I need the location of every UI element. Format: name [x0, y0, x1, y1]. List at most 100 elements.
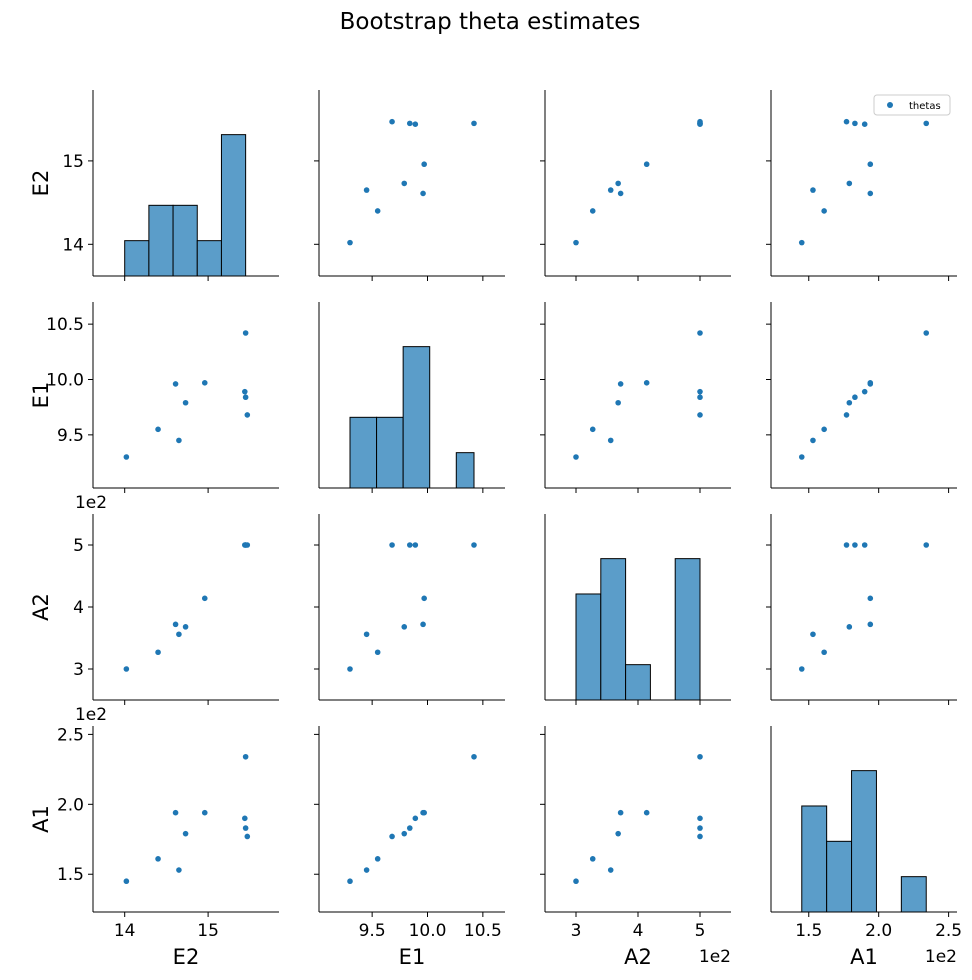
scatter-point: [798, 454, 805, 460]
panel-E2-vs-A1: [766, 90, 957, 281]
x-tick-label: 4: [633, 921, 644, 941]
panel-A1-vs-E1: 9.5 10.0 10.5: [314, 726, 505, 941]
y-tick-label: 3: [73, 660, 84, 680]
scatter-point: [798, 666, 805, 672]
y-tick-label: 9.5: [57, 426, 84, 446]
x-offset-label: 1e2: [925, 947, 957, 967]
y-tick-label: 15: [62, 152, 84, 172]
scatter-point: [401, 180, 408, 187]
scatter-point: [589, 856, 596, 862]
y-offset-label: 1e2: [75, 493, 107, 513]
scatter-point: [846, 624, 853, 630]
hist-bar: [455, 452, 475, 489]
panel-E1-vs-A2: [540, 302, 731, 493]
scatter-point: [867, 595, 874, 602]
scatter-point: [242, 815, 248, 822]
x-tick-label: 1.5: [795, 921, 822, 941]
scatter-point: [389, 833, 395, 840]
scatter-point: [374, 208, 381, 214]
panel-A1-vs-A1: 1.5 2.0 2.5: [770, 726, 962, 941]
scatter-point: [123, 454, 130, 460]
scatter-point: [406, 542, 413, 548]
scatter-point: [244, 412, 251, 418]
scatter-point: [615, 180, 621, 187]
scatter-point: [363, 187, 370, 193]
y-tick-label: 2.5: [57, 725, 84, 745]
scatter-point: [347, 878, 353, 885]
panel-E2-vs-A2: [540, 90, 731, 281]
scatter-point: [201, 380, 208, 386]
hist-bar: [826, 840, 853, 913]
scatter-point: [242, 394, 249, 401]
scatter-point: [697, 815, 703, 822]
scatter-point: [861, 388, 868, 395]
x-tick-label: 3: [571, 921, 582, 941]
x-tick-label: 15: [197, 921, 219, 941]
legend-frame: [873, 94, 951, 116]
x-tick-label: 2.0: [865, 921, 892, 941]
scatter-point: [471, 753, 477, 760]
x-tick-label: 5: [695, 921, 706, 941]
scatter-point: [852, 120, 858, 127]
scatter-point: [617, 190, 624, 197]
scatter-point: [242, 542, 249, 548]
scatter-point: [573, 878, 579, 885]
y-tick-label: 4: [73, 598, 84, 618]
scatter-point: [374, 856, 381, 862]
panel-E2-vs-E2: 14 15: [62, 90, 279, 281]
scatter-point: [697, 825, 703, 831]
hist-bar: [900, 876, 927, 913]
scatter-point: [389, 542, 395, 548]
scatter-point: [843, 542, 850, 548]
scatter-point: [242, 753, 249, 760]
hist-bar: [124, 240, 150, 277]
scatter-point: [401, 624, 408, 630]
scatter-point: [643, 161, 650, 168]
x-tick-label: 9.5: [359, 921, 386, 941]
scatter-point: [697, 388, 703, 395]
scatter-point: [798, 239, 805, 246]
panel-E1-vs-A1: [766, 302, 957, 493]
scatter-point: [846, 180, 853, 187]
scatter-point: [421, 809, 427, 816]
scatter-point: [471, 120, 477, 127]
scatter-point: [861, 121, 868, 127]
scatter-point: [697, 753, 703, 760]
hist-bar: [148, 204, 174, 277]
scatter-point: [412, 815, 419, 822]
scatter-point: [176, 437, 182, 444]
scatter-point: [406, 825, 413, 831]
panel-E1-vs-E2: 9.5 10.0 10.5: [46, 302, 279, 493]
scatter-point: [607, 867, 614, 873]
hist-bar: [851, 770, 877, 913]
scatter-point: [389, 118, 395, 125]
x-tick-label: 10.5: [464, 921, 502, 941]
scatter-point: [589, 426, 596, 433]
x-tick-label: 2.5: [935, 921, 962, 941]
hist-bar: [196, 240, 222, 277]
scatter-point: [697, 833, 703, 840]
scatter-point: [182, 830, 189, 837]
scatter-point: [810, 631, 816, 638]
scatter-point: [421, 595, 427, 602]
scatter-point: [607, 187, 614, 193]
scatter-point: [242, 825, 249, 831]
scatter-point: [182, 624, 189, 630]
scatter-point: [347, 666, 353, 672]
hist-bar: [172, 204, 198, 277]
scatter-point: [843, 412, 850, 418]
scatter-point: [697, 412, 703, 418]
hist-bar: [349, 416, 378, 489]
scatter-point: [244, 833, 251, 840]
scatter-point: [821, 649, 827, 656]
panel-A2-vs-A2: [544, 514, 731, 705]
scatter-point: [617, 809, 624, 816]
scatter-point: [123, 666, 130, 672]
y-tick-label: 2.0: [57, 795, 84, 815]
scatter-point: [363, 631, 370, 638]
scatter-point: [123, 878, 130, 885]
hist-bar: [625, 664, 651, 701]
scatter-point: [923, 330, 930, 336]
legend-marker: [887, 102, 893, 108]
y-axis-label: A2: [29, 593, 53, 621]
